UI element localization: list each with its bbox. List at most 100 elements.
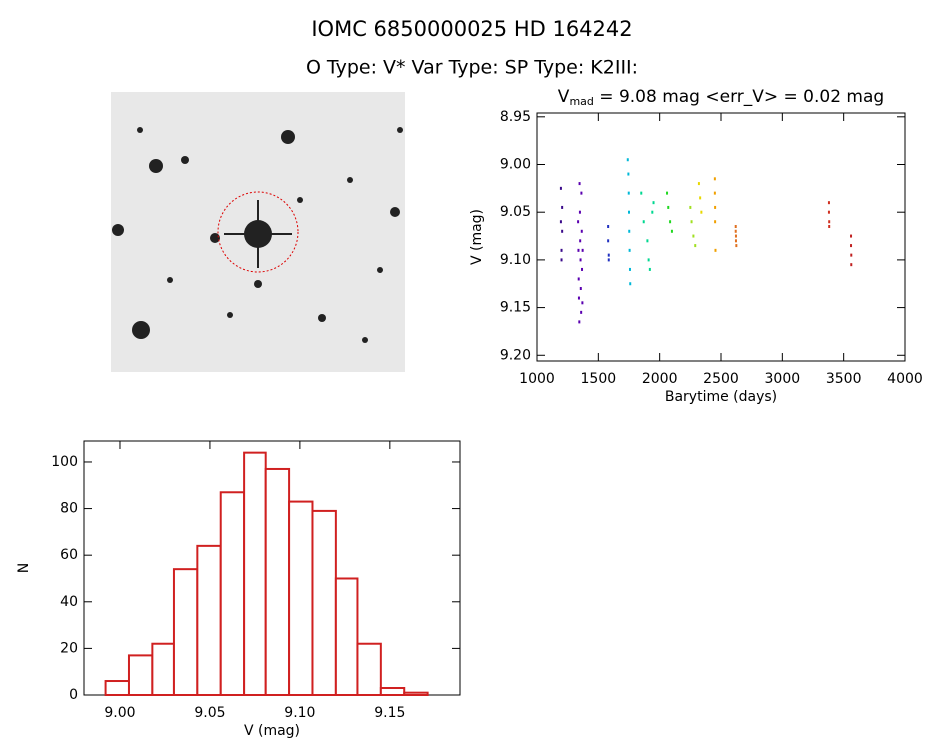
point bbox=[580, 229, 583, 233]
bar bbox=[219, 491, 246, 696]
bar bbox=[334, 577, 359, 697]
sky-image bbox=[111, 92, 405, 372]
point bbox=[629, 282, 632, 286]
bar bbox=[172, 568, 199, 697]
point bbox=[579, 239, 582, 243]
point bbox=[690, 220, 693, 224]
y-tick-label: 40 bbox=[60, 594, 78, 610]
x-tick-label: 2000 bbox=[642, 371, 678, 387]
point bbox=[578, 210, 581, 214]
point bbox=[714, 220, 717, 224]
x-tick-label: 4000 bbox=[887, 371, 923, 387]
y-tick-label: 60 bbox=[60, 547, 78, 563]
point bbox=[626, 158, 629, 162]
point bbox=[561, 205, 564, 209]
x-axis-label: Barytime (days) bbox=[665, 389, 777, 405]
y-tick-label: 20 bbox=[60, 640, 78, 656]
point bbox=[627, 172, 630, 176]
bar bbox=[403, 691, 429, 697]
point bbox=[850, 244, 853, 248]
point bbox=[714, 205, 717, 209]
point bbox=[640, 191, 643, 195]
point bbox=[628, 229, 631, 233]
point bbox=[578, 320, 581, 324]
point bbox=[642, 220, 645, 224]
point bbox=[581, 248, 584, 252]
bar bbox=[243, 451, 267, 696]
bar bbox=[127, 654, 154, 696]
plot-frame bbox=[536, 112, 906, 362]
y-tick-label: 100 bbox=[51, 454, 78, 470]
bar bbox=[104, 680, 130, 697]
point bbox=[734, 229, 737, 233]
title-part: V bbox=[558, 87, 570, 107]
point bbox=[607, 258, 610, 262]
point bbox=[697, 182, 700, 186]
bar bbox=[379, 687, 406, 696]
subtitle: O Type: V* Var Type: SP Type: K2III: bbox=[306, 57, 638, 79]
point bbox=[561, 229, 564, 233]
point bbox=[560, 258, 563, 262]
point bbox=[850, 263, 853, 267]
y-tick-label: 9.20 bbox=[500, 347, 531, 363]
bar bbox=[264, 467, 291, 697]
y-tick-label: 9.10 bbox=[500, 252, 531, 268]
point bbox=[628, 248, 631, 252]
bar bbox=[288, 500, 314, 696]
point bbox=[692, 234, 695, 238]
point bbox=[713, 177, 716, 181]
point bbox=[579, 258, 582, 262]
y-axis-label: N bbox=[16, 563, 32, 573]
point bbox=[577, 220, 580, 224]
point bbox=[647, 258, 650, 262]
point bbox=[667, 205, 670, 209]
point bbox=[607, 239, 610, 243]
point bbox=[700, 210, 703, 214]
point bbox=[559, 186, 562, 190]
point bbox=[580, 191, 583, 195]
point bbox=[581, 301, 584, 305]
point bbox=[689, 205, 692, 209]
point bbox=[560, 248, 563, 252]
point bbox=[850, 253, 853, 257]
y-tick-label: 0 bbox=[69, 687, 78, 703]
point bbox=[607, 253, 610, 257]
y-tick-label: 9.05 bbox=[500, 204, 531, 220]
point bbox=[670, 229, 673, 233]
bar bbox=[151, 642, 175, 697]
point bbox=[578, 182, 581, 186]
point bbox=[628, 210, 630, 214]
x-tick-label: 3500 bbox=[826, 371, 862, 387]
y-tick-label: 80 bbox=[60, 501, 78, 517]
bar bbox=[311, 509, 337, 696]
y-tick-label: 9.15 bbox=[500, 300, 531, 316]
chart-title: Vmad = 9.08 mag <err_V> = 0.02 mag bbox=[558, 87, 884, 108]
point bbox=[646, 239, 649, 243]
x-tick-label: 1000 bbox=[519, 371, 555, 387]
point bbox=[607, 225, 610, 229]
x-tick-label: 9.10 bbox=[284, 705, 315, 721]
point bbox=[827, 210, 830, 214]
point bbox=[577, 296, 580, 300]
point bbox=[669, 220, 672, 224]
x-tick-label: 1500 bbox=[581, 371, 617, 387]
point bbox=[652, 201, 655, 205]
title-part: mad bbox=[569, 95, 593, 108]
point bbox=[651, 210, 654, 214]
point bbox=[850, 234, 853, 238]
y-tick-label: 8.95 bbox=[500, 109, 531, 125]
point bbox=[628, 267, 631, 271]
point bbox=[735, 244, 738, 248]
y-tick-label: 9.00 bbox=[500, 157, 531, 173]
x-tick-label: 9.05 bbox=[194, 705, 225, 721]
title-part: = 9.08 mag <err_V> = 0.02 mag bbox=[594, 87, 884, 107]
point bbox=[827, 201, 830, 205]
point bbox=[648, 267, 651, 271]
point bbox=[828, 225, 831, 229]
point bbox=[734, 234, 737, 238]
point bbox=[577, 277, 580, 281]
bar bbox=[356, 642, 382, 697]
x-tick-label: 9.15 bbox=[374, 705, 405, 721]
point bbox=[714, 248, 717, 252]
